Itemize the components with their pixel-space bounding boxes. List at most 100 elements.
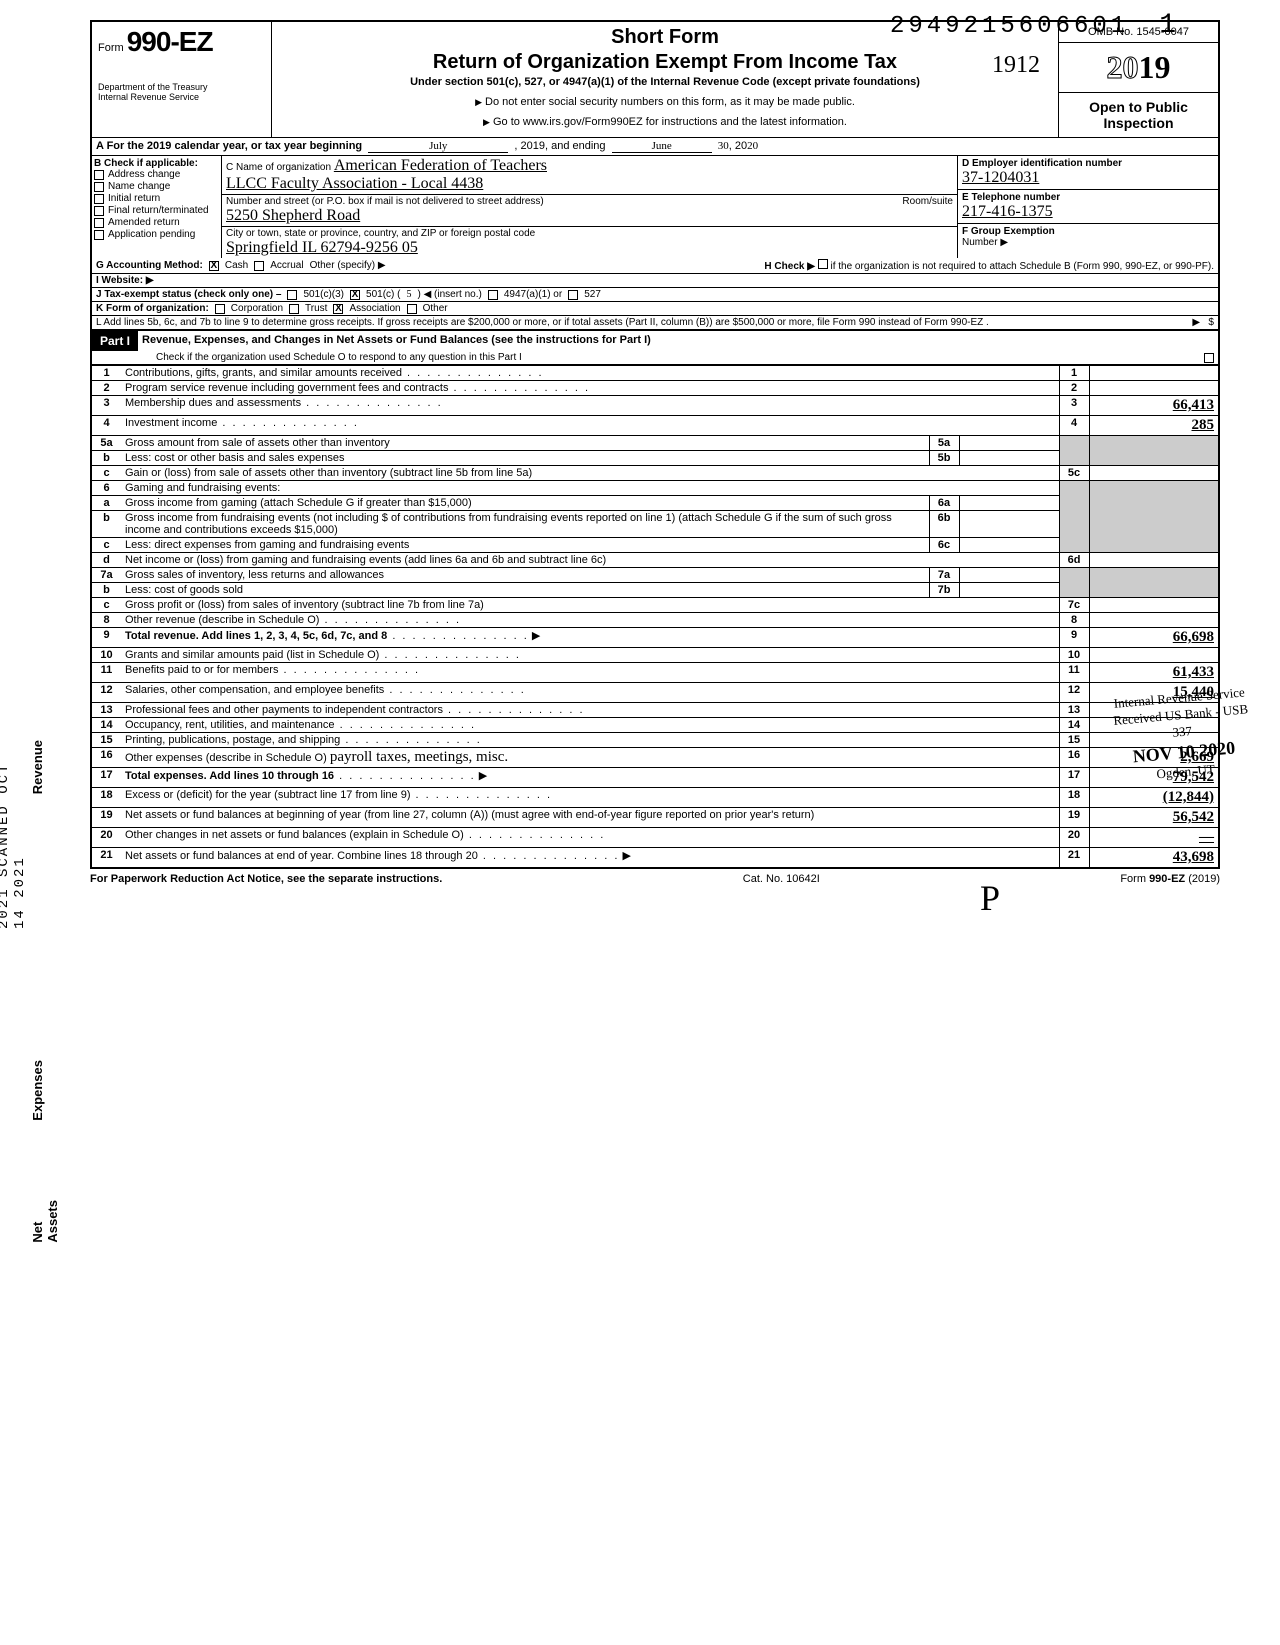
line-16: 16Other expenses (describe in Schedule O…	[91, 748, 1219, 768]
year-begin[interactable]: July	[368, 140, 508, 153]
part-1-check: Check if the organization used Schedule …	[90, 351, 1220, 365]
501c-num[interactable]: 5	[406, 289, 411, 300]
check-527[interactable]	[568, 290, 578, 300]
street-val[interactable]: 5250 Shepherd Road	[226, 207, 360, 224]
check-final[interactable]: Final return/terminated	[94, 205, 219, 216]
line-11: 11Benefits paid to or for members1161,43…	[91, 663, 1219, 683]
year-end-month[interactable]: June	[612, 140, 712, 153]
check-other[interactable]	[407, 304, 417, 314]
tax-year: 2019	[1059, 43, 1218, 93]
city-label: City or town, state or province, country…	[226, 228, 535, 239]
side-netassets: Net Assets	[30, 1200, 60, 1243]
ein-label: D Employer identification number	[962, 158, 1122, 169]
check-cash[interactable]	[209, 261, 219, 271]
line-6b: bGross income from fundraising events (n…	[91, 511, 1219, 538]
dept-treasury: Department of the Treasury	[98, 82, 265, 92]
section-bcdef: B Check if applicable: Address change Na…	[90, 156, 1220, 258]
line-12: 12Salaries, other compensation, and empl…	[91, 683, 1219, 703]
hand-year: 1912	[992, 52, 1040, 79]
line-19: 19Net assets or fund balances at beginni…	[91, 808, 1219, 828]
row-l: L Add lines 5b, 6c, and 7b to line 9 to …	[90, 316, 1220, 331]
line-6a: aGross income from gaming (attach Schedu…	[91, 496, 1219, 511]
check-501c3[interactable]	[287, 290, 297, 300]
footer-left: For Paperwork Reduction Act Notice, see …	[90, 873, 442, 885]
received-stamp: Internal Revenue Service Received US Ban…	[1111, 684, 1253, 786]
check-schedule-o[interactable]	[1204, 353, 1214, 363]
line-9: 9Total revenue. Add lines 1, 2, 3, 4, 5c…	[91, 628, 1219, 648]
dept-irs: Internal Revenue Service	[98, 92, 265, 102]
line-5b: bLess: cost or other basis and sales exp…	[91, 451, 1219, 466]
row-k: K Form of organization: Corporation Trus…	[90, 302, 1220, 316]
side-revenue: Revenue	[30, 740, 45, 794]
line-16-hand: payroll taxes, meetings, misc.	[330, 749, 508, 765]
line-5c: cGain or (loss) from sale of assets othe…	[91, 466, 1219, 481]
footer: For Paperwork Reduction Act Notice, see …	[90, 869, 1220, 889]
line-18: 18Excess or (deficit) for the year (subt…	[91, 788, 1219, 808]
line-6c: cLess: direct expenses from gaming and f…	[91, 538, 1219, 553]
line-2: 2Program service revenue including gover…	[91, 381, 1219, 396]
phone-val[interactable]: 217-416-1375	[962, 203, 1053, 220]
val-9: 66,698	[1173, 629, 1214, 645]
ein-val[interactable]: 37-1204031	[962, 169, 1039, 186]
row-a: A For the 2019 calendar year, or tax yea…	[90, 137, 1220, 156]
part-1-header: Part I	[92, 331, 138, 351]
group-exempt-label2: Number ▶	[962, 237, 1008, 248]
line-20: 20Other changes in net assets or fund ba…	[91, 828, 1219, 848]
name-label: C Name of organization	[226, 162, 331, 173]
line-1: 1Contributions, gifts, grants, and simil…	[91, 366, 1219, 381]
side-expenses: Expenses	[30, 1060, 45, 1121]
row-g-h: G Accounting Method: Cash Accrual Other …	[90, 258, 1220, 274]
org-name-1[interactable]: American Federation of Teachers	[334, 157, 547, 174]
street-label: Number and street (or P.O. box if mail i…	[226, 196, 544, 207]
val-21: 43,698	[1173, 849, 1214, 865]
check-amended[interactable]: Amended return	[94, 217, 219, 228]
check-corp[interactable]	[215, 304, 225, 314]
val-11: 61,433	[1173, 664, 1214, 680]
footer-right: Form 990-EZ (2019)	[1120, 873, 1220, 885]
check-pending[interactable]: Application pending	[94, 229, 219, 240]
check-trust[interactable]	[289, 304, 299, 314]
line-8: 8Other revenue (describe in Schedule O)8	[91, 613, 1219, 628]
val-19: 56,542	[1173, 809, 1214, 825]
main-table: 1Contributions, gifts, grants, and simil…	[90, 365, 1220, 869]
open-public: Open to PublicInspection	[1059, 93, 1218, 137]
line-15: 15Printing, publications, postage, and s…	[91, 733, 1219, 748]
val-4: 285	[1192, 417, 1215, 433]
check-name[interactable]: Name change	[94, 181, 219, 192]
line-14: 14Occupancy, rent, utilities, and mainte…	[91, 718, 1219, 733]
check-4947[interactable]	[488, 290, 498, 300]
form-prefix: Form	[98, 42, 124, 54]
part-1-title: Revenue, Expenses, and Changes in Net As…	[138, 331, 1218, 349]
document-id: 29492156066011	[890, 10, 1180, 41]
city-val[interactable]: Springfield IL 62794-9256 05	[226, 239, 418, 256]
form-number: 990-EZ	[127, 26, 213, 57]
check-address[interactable]: Address change	[94, 169, 219, 180]
year-end-day[interactable]: 30	[718, 140, 729, 153]
val-3: 66,413	[1173, 397, 1214, 413]
check-501c[interactable]	[350, 290, 360, 300]
line-6d: dNet income or (loss) from gaming and fu…	[91, 553, 1219, 568]
footer-mid: Cat. No. 10642I	[743, 873, 820, 885]
line-7a: 7aGross sales of inventory, less returns…	[91, 568, 1219, 583]
val-20: —	[1199, 829, 1214, 845]
year-end-yy[interactable]: 20	[747, 140, 758, 153]
main-title: Return of Organization Exempt From Incom…	[276, 51, 1054, 74]
check-assoc[interactable]	[333, 304, 343, 314]
line-3: 3Membership dues and assessments366,413	[91, 396, 1219, 416]
line-6: 6Gaming and fundraising events:	[91, 481, 1219, 496]
scan-stamp: SCANNED JUL 14 2021 SCANNED OCT 14 2021	[0, 750, 28, 929]
check-h[interactable]	[818, 259, 828, 269]
check-accrual[interactable]	[254, 261, 264, 271]
check-initial[interactable]: Initial return	[94, 193, 219, 204]
line-7b: bLess: cost of goods sold7b	[91, 583, 1219, 598]
phone-label: E Telephone number	[962, 192, 1060, 203]
line-17: 17Total expenses. Add lines 10 through 1…	[91, 768, 1219, 788]
room-label: Room/suite	[902, 196, 953, 207]
org-name-2[interactable]: LLCC Faculty Association - Local 4438	[226, 175, 483, 192]
line-7c: cGross profit or (loss) from sales of in…	[91, 598, 1219, 613]
initial: P	[980, 877, 1000, 919]
instruction-1: Do not enter social security numbers on …	[276, 96, 1054, 108]
line-21: 21Net assets or fund balances at end of …	[91, 848, 1219, 869]
subtitle: Under section 501(c), 527, or 4947(a)(1)…	[276, 76, 1054, 88]
line-13: 13Professional fees and other payments t…	[91, 703, 1219, 718]
